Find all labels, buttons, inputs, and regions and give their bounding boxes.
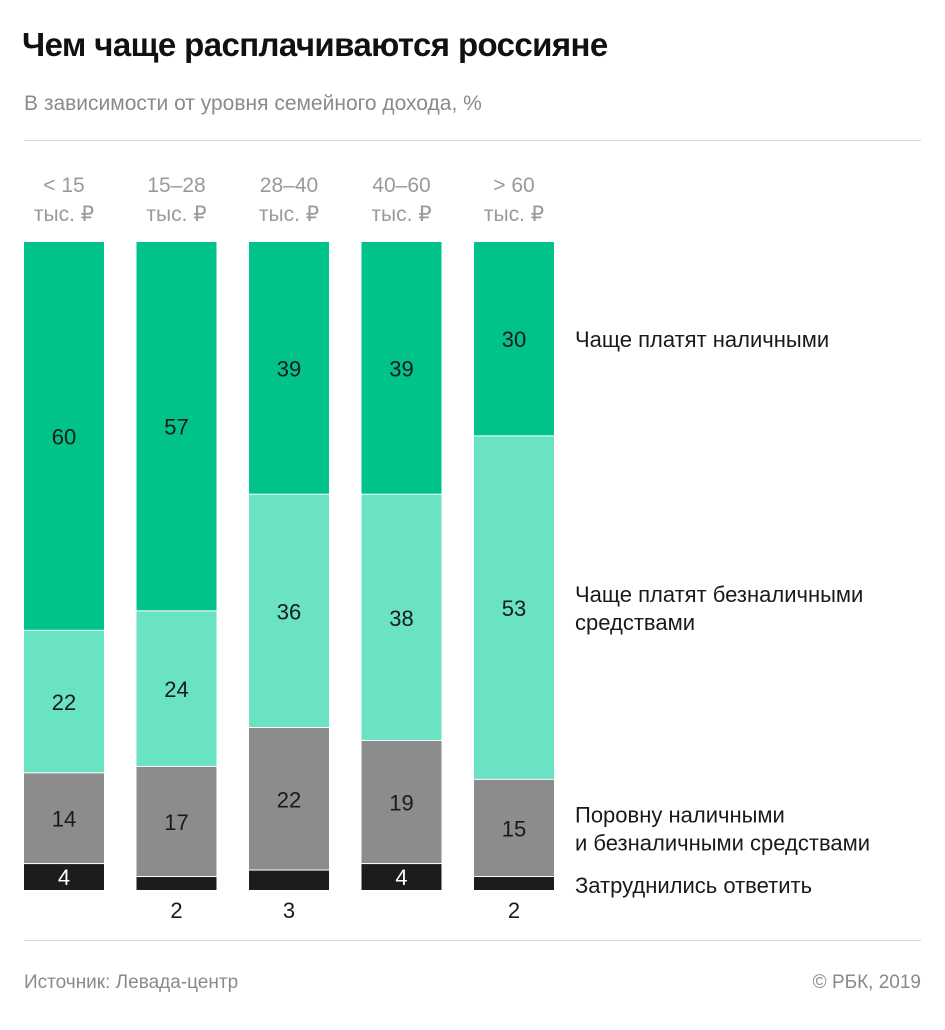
value-label: 24 — [164, 677, 188, 702]
bar-segment — [136, 611, 217, 767]
value-label: 2 — [508, 898, 520, 923]
bar-segment — [136, 242, 217, 612]
category-label: 28–40 — [260, 174, 318, 197]
bottom-divider — [24, 940, 921, 941]
value-label: 38 — [389, 606, 413, 631]
category-label: тыс. ₽ — [484, 203, 544, 226]
value-label: 17 — [164, 810, 188, 835]
bar-segment — [474, 877, 554, 890]
value-label: 30 — [502, 327, 526, 352]
chart-subtitle: В зависимости от уровня семейного дохода… — [24, 92, 482, 115]
bar-segment — [249, 870, 329, 890]
bar-segment — [136, 877, 217, 890]
category-label: 15–28 — [147, 174, 205, 197]
bar-segment — [24, 630, 104, 774]
value-label: 3 — [283, 898, 295, 923]
legend-label: Чаще платят безналичными — [575, 582, 863, 607]
value-label: 36 — [277, 599, 301, 624]
bar-segment — [24, 864, 104, 890]
category-label: 40–60 — [372, 174, 430, 197]
top-divider — [24, 140, 921, 141]
chart-title: Чем чаще расплачиваются россияне — [22, 26, 608, 63]
category-label: тыс. ₽ — [259, 203, 319, 226]
value-label: 4 — [58, 865, 70, 890]
value-label: 60 — [52, 424, 76, 449]
category-label: > 60 — [493, 174, 534, 197]
category-label: < 15 — [43, 174, 84, 197]
copyright-note: © РБК, 2019 — [812, 972, 921, 993]
legend-label: Затруднились ответить — [575, 873, 812, 898]
legend-label: Чаще платят наличными — [575, 327, 829, 352]
value-label: 57 — [164, 415, 188, 440]
value-label: 39 — [277, 356, 301, 381]
bar-segment — [249, 728, 329, 871]
value-label: 22 — [52, 690, 76, 715]
bar-segment — [249, 494, 329, 728]
bar-segment — [361, 864, 442, 890]
value-label: 39 — [389, 356, 413, 381]
category-label: тыс. ₽ — [371, 203, 431, 226]
bar-segment — [136, 766, 217, 878]
value-label: 14 — [52, 807, 76, 832]
legend-label: Поровну наличными — [575, 802, 785, 827]
value-label: 4 — [395, 865, 407, 890]
bar-segment — [474, 436, 554, 780]
bar-segment — [474, 779, 554, 878]
bar-segment — [249, 242, 329, 495]
value-label: 2 — [170, 898, 182, 923]
value-label: 22 — [277, 787, 301, 812]
source-note: Источник: Левада-центр — [24, 972, 239, 993]
value-label: 15 — [502, 816, 526, 841]
bar-segment — [361, 494, 442, 741]
bar-segment — [24, 773, 104, 865]
category-label: тыс. ₽ — [34, 203, 94, 226]
value-label: 19 — [389, 791, 413, 816]
category-label: тыс. ₽ — [146, 203, 206, 226]
legend-label: средствами — [575, 610, 695, 635]
bar-segment — [24, 242, 104, 631]
bar-segment — [361, 242, 442, 495]
legend-label: и безналичными средствами — [575, 830, 870, 855]
bar-segment — [474, 242, 554, 437]
bar-segment — [361, 740, 442, 865]
value-label: 53 — [502, 596, 526, 621]
